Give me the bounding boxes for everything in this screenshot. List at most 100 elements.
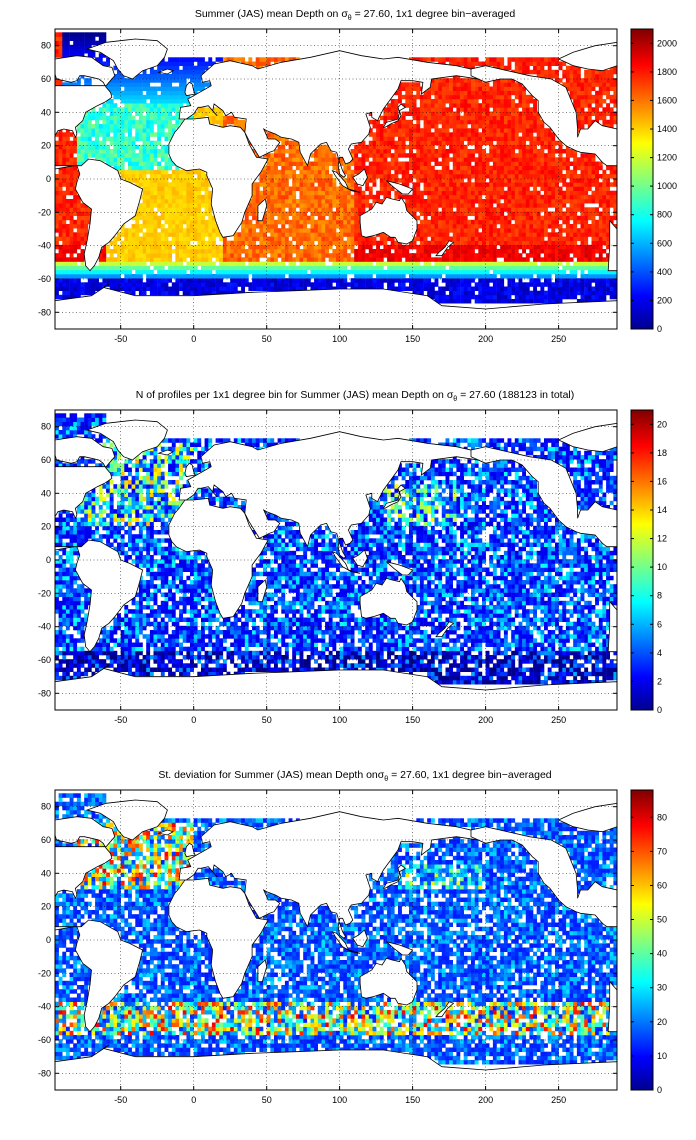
heatmap-cell: [314, 207, 318, 212]
heatmap-cell: [259, 261, 264, 266]
heatmap-cell: [376, 136, 380, 141]
heatmap-cell: [584, 274, 589, 279]
heatmap-cell: [412, 274, 417, 279]
heatmap-cell: [533, 115, 537, 121]
heatmap-cell: [124, 261, 129, 266]
heatmap-cell: [303, 265, 308, 271]
heatmap-cell: [193, 186, 198, 191]
heatmap-cell: [208, 203, 213, 208]
heatmap-cell: [474, 161, 479, 166]
heatmap-cell: [376, 253, 380, 258]
heatmap-cell: [292, 219, 297, 225]
heatmap-cell: [328, 274, 333, 279]
heatmap-cell: [128, 165, 132, 171]
heatmap-cell: [544, 128, 548, 133]
heatmap-cell: [463, 261, 468, 266]
heatmap-cell: [595, 240, 599, 246]
heatmap-cell: [343, 203, 348, 208]
heatmap-cell: [146, 165, 151, 171]
heatmap-cell: [146, 149, 151, 154]
heatmap-cell: [489, 215, 494, 221]
heatmap-cell: [284, 157, 289, 162]
heatmap-cell: [299, 253, 304, 258]
heatmap-cell: [514, 290, 519, 296]
heatmap-cell: [190, 274, 194, 279]
heatmap-cell: [518, 144, 523, 150]
heatmap-cell: [518, 286, 523, 291]
heatmap-cell: [197, 199, 202, 204]
heatmap-cell: [372, 240, 377, 246]
heatmap-cell: [284, 269, 289, 275]
heatmap-cell: [441, 269, 446, 275]
heatmap-cell: [69, 282, 74, 287]
heatmap-cell: [474, 257, 479, 262]
heatmap-cell: [332, 153, 337, 158]
heatmap-cell: [376, 249, 380, 254]
heatmap-cell: [514, 124, 519, 129]
heatmap-cell: [124, 236, 129, 241]
heatmap-cell: [91, 128, 96, 133]
heatmap-cell: [197, 274, 202, 279]
heatmap-cell: [602, 182, 607, 187]
heatmap-cell: [511, 244, 516, 250]
heatmap-cell: [485, 249, 490, 254]
heatmap-cell: [569, 207, 574, 212]
heatmap-cell: [474, 186, 479, 191]
heatmap-cell: [62, 215, 67, 221]
heatmap-cell: [306, 199, 311, 204]
heatmap-cell: [288, 165, 293, 171]
heatmap-cell: [584, 240, 589, 246]
heatmap-cell: [233, 261, 238, 266]
heatmap-cell: [168, 207, 172, 212]
heatmap-cell: [270, 249, 275, 254]
heatmap-cell: [55, 274, 59, 279]
heatmap-cell: [361, 257, 366, 262]
heatmap-cell: [65, 257, 70, 262]
heatmap-cell: [244, 257, 249, 262]
heatmap-cell: [398, 278, 402, 283]
heatmap-cell: [372, 169, 377, 175]
heatmap-cell: [350, 257, 355, 262]
heatmap-cell: [277, 236, 282, 241]
heatmap-cell: [321, 211, 326, 216]
heatmap-cell: [292, 186, 297, 191]
heatmap-cell: [482, 149, 486, 154]
heatmap-cell: [492, 299, 497, 304]
heatmap-cell: [573, 153, 578, 158]
heatmap-cell: [128, 124, 132, 129]
heatmap-cell: [310, 236, 315, 241]
heatmap-cell: [274, 207, 278, 212]
heatmap-cell: [325, 278, 329, 283]
heatmap-cell: [197, 174, 202, 179]
heatmap-cell: [383, 119, 388, 125]
heatmap-cell: [463, 278, 468, 283]
heatmap-cell: [449, 186, 453, 191]
heatmap-cell: [492, 269, 497, 275]
heatmap-cell: [482, 257, 486, 262]
heatmap-cell: [102, 265, 107, 271]
heatmap-cell: [587, 165, 592, 171]
heatmap-cell: [73, 165, 78, 171]
heatmap-cell: [398, 274, 402, 279]
heatmap-cell: [73, 136, 78, 141]
heatmap-cell: [190, 269, 194, 275]
heatmap-cell: [120, 253, 125, 258]
heatmap-cell: [306, 161, 311, 166]
heatmap-cell: [602, 249, 607, 254]
heatmap-cell: [478, 282, 483, 287]
heatmap-cell: [131, 224, 136, 229]
heatmap-cell: [591, 190, 596, 196]
heatmap-cell: [241, 257, 245, 262]
heatmap-cell: [157, 257, 162, 262]
heatmap-cell: [80, 144, 85, 150]
heatmap-cell: [303, 174, 308, 179]
heatmap-cell: [142, 211, 147, 216]
heatmap-cell: [565, 244, 570, 250]
heatmap-cell: [211, 274, 216, 279]
heatmap-cell: [98, 261, 103, 266]
heatmap-cell: [266, 269, 271, 275]
heatmap-cell: [587, 274, 592, 279]
heatmap-cell: [128, 119, 132, 125]
heatmap-cell: [507, 257, 512, 262]
